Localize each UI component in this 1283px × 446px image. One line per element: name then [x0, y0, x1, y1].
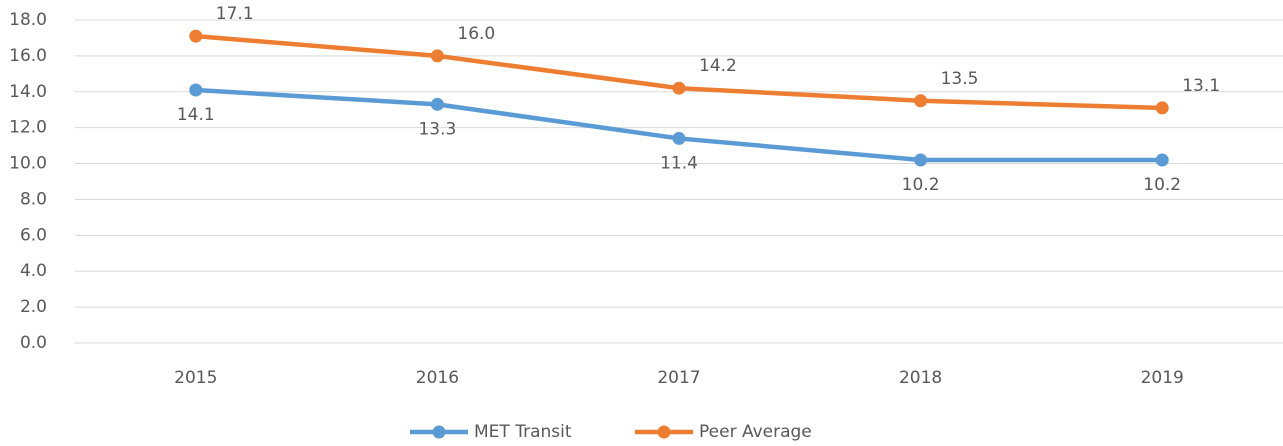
- y-tick-label: 8.0: [20, 189, 47, 209]
- point: [672, 81, 686, 95]
- y-tick-label: 12.0: [9, 118, 47, 138]
- point: [1155, 101, 1169, 115]
- point: [430, 49, 444, 63]
- x-tick-label: 2015: [174, 368, 217, 388]
- y-tick-label: 4.0: [20, 261, 47, 281]
- point: [430, 97, 444, 111]
- point: [914, 94, 928, 108]
- data-label: 17.1: [216, 4, 254, 24]
- data-label: 13.5: [941, 69, 979, 89]
- series-line: [195, 87, 1163, 163]
- y-tick-label: 18.0: [9, 10, 47, 30]
- x-tick-label: 2016: [416, 368, 459, 388]
- point: [914, 153, 928, 167]
- data-label: 16.0: [457, 24, 495, 44]
- x-tick-label: 2018: [899, 368, 942, 388]
- x-tick-label: 2017: [657, 368, 700, 388]
- legend-label: Peer Average: [699, 422, 812, 442]
- y-tick-label: 0.0: [20, 333, 47, 353]
- y-tick-label: 14.0: [9, 82, 47, 102]
- data-label: 10.2: [1143, 175, 1181, 195]
- y-tick-label: 16.0: [9, 46, 47, 66]
- point: [189, 29, 203, 43]
- data-label: 14.2: [699, 56, 737, 76]
- legend-marker: [657, 425, 671, 439]
- point: [1155, 153, 1169, 167]
- x-tick-label: 2019: [1141, 368, 1184, 388]
- data-label: 10.2: [902, 175, 940, 195]
- y-tick-label: 10.0: [9, 154, 47, 174]
- data-label: 13.1: [1182, 76, 1220, 96]
- point: [672, 131, 686, 145]
- point: [189, 83, 203, 97]
- legend-label: MET Transit: [474, 422, 572, 442]
- y-tick-label: 2.0: [20, 297, 47, 317]
- data-label: 11.4: [660, 153, 698, 173]
- legend-marker: [432, 425, 446, 439]
- data-label: 14.1: [177, 105, 215, 125]
- y-tick-label: 6.0: [20, 225, 47, 245]
- data-label: 13.3: [418, 119, 456, 139]
